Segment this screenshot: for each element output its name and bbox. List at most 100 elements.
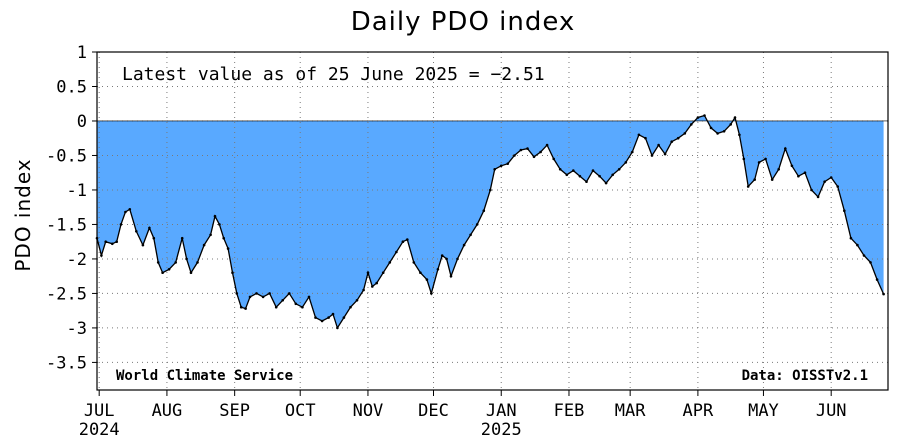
data-point [764,157,767,161]
data-point [425,278,429,281]
x-tick-label: APR [683,401,714,421]
data-point [770,178,774,181]
data-point [733,116,737,119]
data-point [591,169,595,172]
data-point [226,247,230,250]
data-point [777,168,780,171]
data-point [244,307,247,310]
y-tick-label: -2 [67,250,87,270]
data-point [810,188,813,192]
data-point [202,243,206,247]
data-point [709,126,713,130]
data-point [469,233,472,237]
x-tick-label: JAN [486,401,517,421]
data-point [722,130,726,133]
data-point [657,143,660,147]
data-point [141,243,145,247]
y-tick-label: -2.5 [46,284,87,304]
data-point [288,292,291,295]
data-point [558,168,562,171]
data-point [631,150,634,154]
data-point [482,209,486,212]
chart-title: Daily PDO index [351,7,576,37]
data-point [375,281,379,285]
data-point [519,148,523,152]
data-point [829,176,833,179]
data-point [185,257,188,261]
data-point [565,173,569,177]
data-point [156,261,160,264]
data-point [235,292,239,295]
data-point [349,305,352,309]
data-point [104,240,107,243]
data-point [281,299,285,302]
y-tick-label: -1.5 [46,215,87,235]
data-point [816,195,820,199]
data-point [320,319,324,323]
data-point [135,230,138,233]
data-point [489,188,492,192]
data-point [617,168,621,171]
latest-value-annotation: Latest value as of 25 June 2025 = −2.51 [122,64,545,85]
data-point [213,214,217,218]
data-point [180,236,184,240]
data-point [753,178,756,181]
pdo-series-points [95,114,885,330]
data-point [784,147,787,150]
data-point [419,271,422,275]
data-point [882,292,885,296]
data-point [336,326,339,330]
data-point [307,295,311,299]
data-point [152,236,156,240]
x-tick-label: NOV [353,401,384,421]
data-point [196,261,199,264]
data-point [462,243,466,247]
data-point [598,174,601,178]
data-point [362,288,365,292]
y-tick-label: -3.5 [46,353,87,373]
grid-lines [97,51,888,390]
data-point [412,261,416,264]
data-point [869,261,872,264]
data-point [436,268,440,271]
data-point [836,185,839,188]
data-point [124,210,127,214]
data-point [856,243,859,247]
data-point [572,169,575,172]
data-point [161,271,164,275]
data-point [274,305,278,309]
data-point [644,136,647,140]
data-point [388,261,392,264]
data-point [239,305,243,309]
plot-area [95,51,889,391]
pdo-area-fill [97,115,884,328]
x-tick-label: SEP [219,401,250,421]
y-axis-label: PDO index [11,158,35,271]
data-point [366,271,370,275]
data-point [475,223,479,226]
plot-frame [96,51,889,391]
data-point [746,185,750,188]
data-point [532,155,536,159]
data-point [742,157,746,161]
y-tick-label: 1 [77,43,87,63]
credit-left: World Climate Service [116,368,293,384]
y-tick-label: -0.5 [46,146,87,166]
data-point [331,312,335,316]
y-tick-label: 0.5 [56,77,87,97]
data-point [624,161,628,164]
data-point [294,302,298,306]
data-point [231,271,234,275]
data-point [445,257,448,261]
data-point [406,238,409,241]
data-point [100,254,103,257]
data-point [167,268,171,271]
data-point [539,150,542,154]
data-point [456,257,459,261]
data-point [585,180,588,183]
data-point [676,136,680,140]
data-point [757,161,761,164]
data-point [401,240,405,243]
data-point [738,133,741,137]
